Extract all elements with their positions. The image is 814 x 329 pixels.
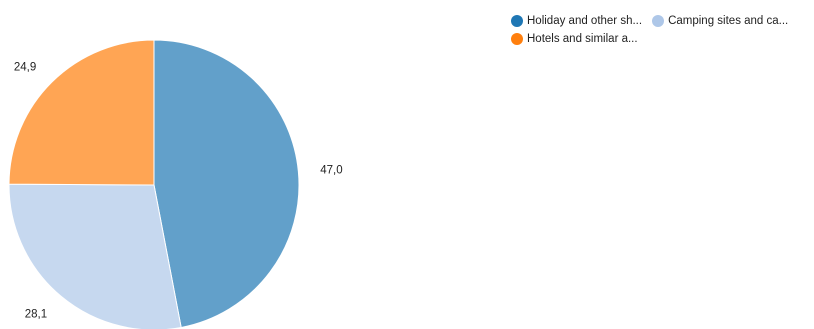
legend: Holiday and other sh... Camping sites an…: [511, 12, 811, 48]
pie-slice-camping[interactable]: [8, 183, 182, 329]
legend-swatch-holiday: [511, 15, 523, 27]
legend-swatch-camping: [652, 15, 665, 27]
data-label-holiday: 47,0: [320, 164, 342, 176]
legend-row-1: Holiday and other sh... Camping sites an…: [511, 12, 811, 30]
pie-slice-hotels[interactable]: [8, 39, 155, 186]
legend-label-hotels: Hotels and similar a...: [527, 33, 638, 45]
legend-row-2: Hotels and similar a...: [511, 30, 811, 48]
legend-item-holiday[interactable]: Holiday and other sh...: [511, 15, 642, 27]
data-labels: 47,0 28,1 24,9: [14, 62, 343, 321]
data-label-hotels: 24,9: [14, 62, 36, 74]
legend-swatch-hotels: [511, 33, 523, 45]
legend-label-holiday: Holiday and other sh...: [527, 15, 643, 27]
legend-label-camping: Camping sites and ca...: [668, 15, 789, 27]
legend-item-camping[interactable]: Camping sites and ca...: [652, 15, 788, 27]
data-label-camping: 28,1: [25, 308, 47, 320]
pie-slices: [8, 39, 300, 329]
pie-slice-holiday[interactable]: [153, 39, 300, 329]
legend-item-hotels[interactable]: Hotels and similar a...: [511, 33, 638, 45]
